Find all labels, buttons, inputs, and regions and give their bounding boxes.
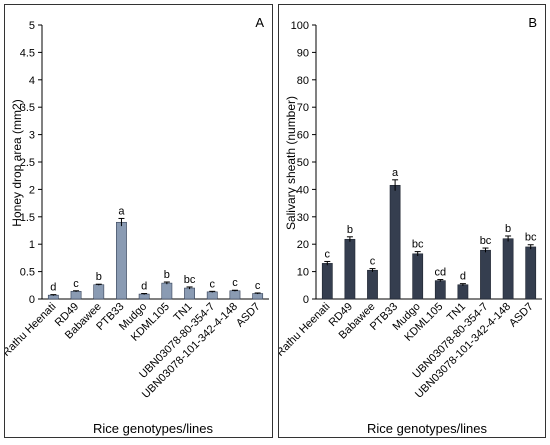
significance-letter: d [141,281,147,293]
y-tick-label: 4.5 [20,47,35,59]
y-tick-label: 40 [297,184,309,196]
significance-letter: bc [480,235,492,247]
y-tick-label: 80 [297,75,309,87]
bar [229,290,241,300]
bar [70,291,82,300]
bar [502,238,514,300]
bar [206,291,218,300]
y-axis-label: Salivary sheath (number) [284,96,298,230]
y-tick-label: 0 [29,294,35,306]
x-tick-label: Rathu Heenati [279,301,332,359]
y-tick-label: 4 [29,75,35,87]
y-tick-label: 3 [29,130,35,142]
chart-panel-a: A Honey drop area (mm2) Rice genotypes/l… [4,4,273,438]
significance-letter: a [392,167,399,179]
bar [184,287,195,300]
x-axis-label: Rice genotypes/lines [93,421,213,436]
bar [344,238,356,300]
significance-letter: b [96,271,102,283]
y-tick-label: 60 [297,130,309,142]
y-tick-label: 2 [29,184,35,196]
bar [47,294,59,300]
significance-letter: c [255,280,261,292]
bar [138,293,150,300]
y-tick-label: 90 [297,47,309,59]
significance-letter: bc [184,274,196,286]
significance-letter: d [50,282,56,294]
bar [412,253,424,300]
bar [367,269,378,300]
significance-letter: bc [525,232,537,244]
bar [434,280,446,300]
x-tick-label: ASD7 [507,301,536,330]
significance-letter: c [210,278,216,290]
x-tick-label: ASD7 [234,301,263,330]
y-tick-label: 1.5 [20,212,35,224]
bar [252,293,264,300]
y-tick-label: 5 [29,20,35,32]
y-tick-label: 10 [297,267,309,279]
significance-letter: c [73,278,79,290]
y-tick-label: 70 [297,102,309,114]
bar [525,246,537,300]
significance-letter: c [370,256,376,268]
panel-label: B [528,15,537,30]
chart-panel-b: B Salivary sheath (number) Rice genotype… [278,4,546,438]
bar [480,249,491,300]
significance-letter: b [505,223,511,235]
panel-label: A [255,15,264,30]
significance-letter: c [325,248,331,260]
y-tick-label: 2.5 [20,157,35,169]
x-tick-label: Rathu Heenati [5,301,58,359]
bar [161,282,173,300]
y-axis-label: Honey drop area (mm2) [10,99,24,226]
bar [457,284,469,300]
chart-b-svg: B Salivary sheath (number) Rice genotype… [279,15,542,436]
significance-letter: d [460,271,466,283]
y-tick-label: 100 [291,20,309,32]
significance-letter: a [118,205,125,217]
y-tick-label: 20 [297,239,309,251]
y-tick-label: 3.5 [20,102,35,114]
x-axis-label: Rice genotypes/lines [367,421,487,436]
bar [116,221,127,300]
y-tick-label: 50 [297,157,309,169]
bar [93,284,105,300]
y-tick-label: 0 [303,294,309,306]
significance-letter: cd [434,267,446,279]
y-tick-label: 1 [29,239,35,251]
significance-letter: bc [412,239,424,251]
significance-letter: b [164,269,170,281]
y-tick-label: 0.5 [20,267,35,279]
y-tick-label: 30 [297,212,309,224]
significance-letter: b [347,224,353,236]
bar [389,184,401,300]
bar [321,263,333,300]
chart-a-svg: A Honey drop area (mm2) Rice genotypes/l… [5,15,269,436]
significance-letter: c [232,277,238,289]
